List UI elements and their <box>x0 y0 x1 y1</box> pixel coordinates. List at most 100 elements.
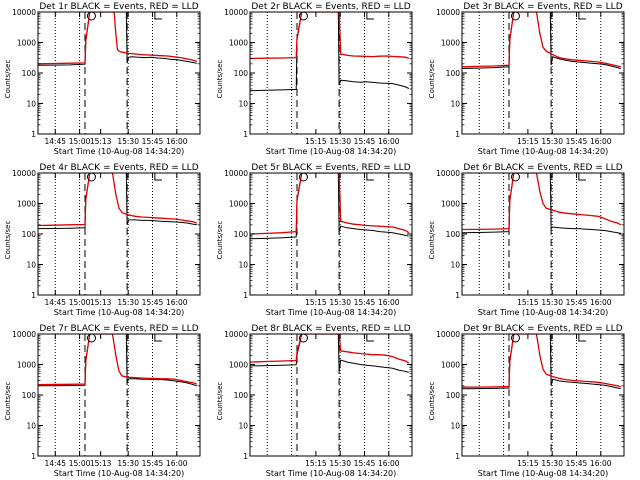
events-series-line <box>250 173 409 240</box>
lld-series-line <box>462 12 621 68</box>
detector-panel-7: Det 7r BLACK = Events, RED = LLD 1 10 100 10… <box>4 324 201 478</box>
x-tick-label: 15:45 <box>566 137 588 146</box>
y-tick-label: 1 <box>243 452 248 461</box>
detector-panel-5: Det 5r BLACK = Events, RED = LLD 1 10 100 10… <box>216 163 413 317</box>
x-tick-label: 15:13 <box>90 459 112 468</box>
x-tick-label: 15:30 <box>329 298 351 307</box>
y-tick-label: 10000 <box>436 330 460 339</box>
y-tick-label: 1000 <box>441 39 460 48</box>
end-marker-icon <box>154 334 162 342</box>
x-tick-label: 16:00 <box>166 298 188 307</box>
lld-series-line <box>38 173 198 227</box>
x-tick-label: 15:30 <box>329 459 351 468</box>
end-marker-icon <box>154 173 162 181</box>
y-tick-label: 10 <box>450 422 460 431</box>
plot-frame <box>37 333 201 457</box>
x-tick-label: 15:15 <box>517 137 539 146</box>
y-tick-label: 1000 <box>229 39 248 48</box>
events-series-line <box>250 334 409 373</box>
x-tick-label: 15:30 <box>117 459 139 468</box>
y-axis-label: Counts/sec <box>4 60 12 99</box>
detector-panel-6: Det 6r BLACK = Events, RED = LLD 1 10 100 10… <box>428 163 625 317</box>
x-tick-label: 16:00 <box>590 298 612 307</box>
plot-frame <box>249 333 413 457</box>
panel-title: Det 6r BLACK = Events, RED = LLD <box>463 163 622 173</box>
y-tick-label: 10 <box>26 422 36 431</box>
events-series-line <box>250 12 410 92</box>
y-axis-label: Counts/sec <box>216 60 224 99</box>
x-tick-label: 15:45 <box>566 459 588 468</box>
events-series-line <box>38 334 197 387</box>
x-tick-label: 15:00 <box>69 298 91 307</box>
x-tick-label: 15:13 <box>90 137 112 146</box>
end-marker-icon <box>154 12 162 20</box>
x-tick-label: 15:45 <box>354 459 376 468</box>
y-tick-label: 10000 <box>224 169 248 178</box>
y-tick-label: 10000 <box>12 8 36 17</box>
x-tick-label: 16:00 <box>590 137 612 146</box>
end-marker-icon <box>578 12 586 20</box>
lld-series-line <box>462 334 622 388</box>
lld-series-line <box>462 173 622 231</box>
x-tick-label: 16:00 <box>590 459 612 468</box>
y-tick-label: 1 <box>243 130 248 139</box>
x-tick-label: 15:45 <box>354 298 376 307</box>
y-tick-label: 10000 <box>12 169 36 178</box>
x-tick-label: 15:30 <box>541 459 563 468</box>
y-axis-label: Counts/sec <box>428 60 436 99</box>
panel-title: Det 9r BLACK = Events, RED = LLD <box>463 324 622 334</box>
x-tick-label: 15:30 <box>329 137 351 146</box>
y-tick-label: 10000 <box>224 330 248 339</box>
plot-frame <box>249 172 413 296</box>
detector-panel-4: Det 4r BLACK = Events, RED = LLD 1 10 100 10… <box>4 163 201 317</box>
detector-panel-8: Det 8r BLACK = Events, RED = LLD 1 10 100 10… <box>216 324 413 478</box>
y-tick-label: 100 <box>446 69 461 78</box>
panel-title: Det 2r BLACK = Events, RED = LLD <box>251 2 410 12</box>
x-tick-label: 15:15 <box>517 459 539 468</box>
lld-series-line <box>250 173 410 235</box>
y-tick-label: 10000 <box>12 330 36 339</box>
x-tick-label: 15:30 <box>117 298 139 307</box>
y-tick-label: 1 <box>31 452 36 461</box>
x-tick-label: 16:00 <box>378 137 400 146</box>
y-tick-label: 100 <box>446 230 461 239</box>
lld-series-line <box>250 334 410 364</box>
y-tick-label: 10000 <box>224 8 248 17</box>
lld-series-line <box>38 12 198 65</box>
panel-title: Det 8r BLACK = Events, RED = LLD <box>251 324 410 334</box>
y-axis-label: Counts/sec <box>4 382 12 421</box>
y-axis-label: Counts/sec <box>4 221 12 260</box>
x-tick-label: 14:45 <box>44 298 66 307</box>
x-tick-label: 15:45 <box>142 298 164 307</box>
y-tick-label: 1 <box>31 130 36 139</box>
panel-title: Det 5r BLACK = Events, RED = LLD <box>251 163 410 173</box>
x-tick-label: 15:45 <box>566 298 588 307</box>
x-tick-label: 14:45 <box>44 459 66 468</box>
x-tick-label: 14:45 <box>44 137 66 146</box>
plot-frame <box>249 11 413 135</box>
panel-title: Det 4r BLACK = Events, RED = LLD <box>39 163 198 173</box>
x-tick-label: 15:45 <box>142 137 164 146</box>
x-tick-label: 15:15 <box>305 459 327 468</box>
x-tick-label: 15:45 <box>354 137 376 146</box>
y-tick-label: 10 <box>450 261 460 270</box>
detector-panel-2: Det 2r BLACK = Events, RED = LLD 1 10 100 10… <box>216 2 413 156</box>
x-tick-label: 16:00 <box>166 459 188 468</box>
detector-panel-1: Det 1r BLACK = Events, RED = LLD 1 10 100 10… <box>4 2 201 156</box>
x-tick-label: 16:00 <box>378 298 400 307</box>
y-tick-label: 1000 <box>17 39 36 48</box>
y-tick-label: 1 <box>455 291 460 300</box>
x-axis-label: Start Time (10-Aug-08 14:34:20) <box>478 469 609 478</box>
x-axis-label: Start Time (10-Aug-08 14:34:20) <box>266 469 397 478</box>
y-tick-label: 100 <box>234 230 249 239</box>
x-axis-label: Start Time (10-Aug-08 14:34:20) <box>266 147 397 156</box>
plot-frame <box>37 172 201 296</box>
detector-panel-3: Det 3r BLACK = Events, RED = LLD 1 10 100 10… <box>428 2 625 156</box>
x-axis-label: Start Time (10-Aug-08 14:34:20) <box>54 147 185 156</box>
x-axis-label: Start Time (10-Aug-08 14:34:20) <box>54 308 185 317</box>
x-tick-label: 15:00 <box>69 137 91 146</box>
panel-title: Det 7r BLACK = Events, RED = LLD <box>39 324 198 334</box>
y-tick-label: 100 <box>446 391 461 400</box>
y-tick-label: 1000 <box>229 200 248 209</box>
end-marker-icon <box>366 12 374 20</box>
